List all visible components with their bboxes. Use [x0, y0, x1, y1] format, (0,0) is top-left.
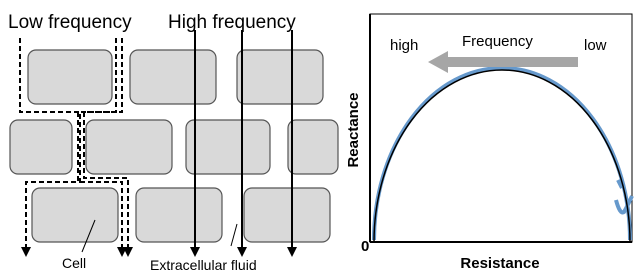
cell [136, 188, 222, 242]
frequency-label: Frequency [462, 33, 533, 50]
high-frequency-label: High frequency [168, 12, 296, 33]
cell [244, 188, 330, 242]
cell [28, 50, 112, 104]
plot: high Frequency low Reactance Resistance … [345, 14, 632, 272]
cell-label: Cell [62, 255, 86, 271]
cell [32, 188, 118, 242]
cell [130, 50, 216, 104]
cell [288, 120, 338, 174]
low-label: low [584, 37, 607, 54]
y-axis-label: Reactance [345, 92, 362, 167]
low-frequency-label: Low frequency [8, 12, 132, 33]
fluid-label: Extracellular fluid [150, 257, 257, 273]
x-axis-label: Resistance [460, 255, 539, 272]
fit-curve [374, 70, 630, 242]
cell [186, 120, 270, 174]
high-label: high [390, 37, 418, 54]
cell [10, 120, 72, 174]
cell [237, 50, 323, 104]
cells [10, 50, 338, 242]
figure: Low frequency High frequency Cell Extrac… [0, 0, 640, 274]
origin-label: 0 [361, 238, 369, 255]
leader-line [231, 224, 237, 246]
cell [86, 120, 172, 174]
measured-curve [374, 68, 630, 240]
